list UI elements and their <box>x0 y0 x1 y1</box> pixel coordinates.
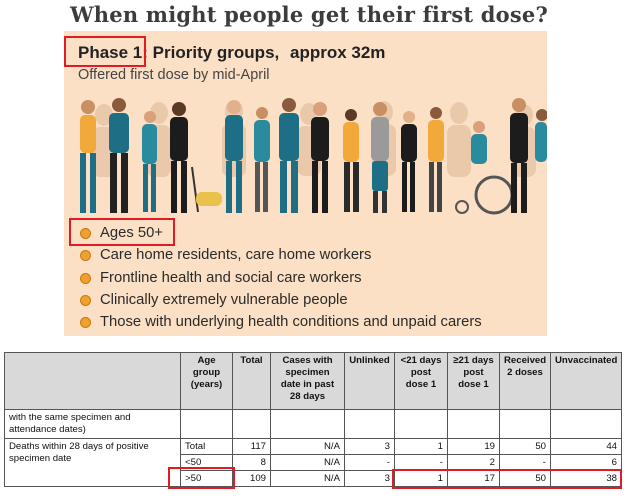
table-row: >50 109 N/A 3 1 17 50 38 <box>5 470 622 487</box>
infographic-panel: Phase 1: Priority groups, approx 32m Off… <box>64 31 547 336</box>
person-12 <box>428 107 444 212</box>
person-9 <box>343 109 359 212</box>
header-21-days-plus: ≥21 days post dose 1 <box>447 352 500 410</box>
continued-label: with the same specimen and attendance da… <box>4 409 181 439</box>
person-4 <box>170 102 222 213</box>
person-7 <box>279 98 299 213</box>
highlight-over-50-row-values <box>392 469 622 489</box>
phase-title: Priority groups, <box>152 43 280 62</box>
table-row: Deaths within 28 days of positive specim… <box>4 438 622 487</box>
header-total: Total <box>232 352 271 410</box>
person-3 <box>142 111 157 212</box>
highlight-ages-50 <box>69 218 175 246</box>
header-unvaccinated: Unvaccinated <box>550 352 622 410</box>
person-1 <box>80 100 96 213</box>
deaths-table: Age group (years) Total Cases with speci… <box>4 352 622 487</box>
bullet-dot <box>80 272 91 284</box>
highlight-over-50-row-label <box>168 467 235 489</box>
phase-subtitle: Offered first dose by mid-April <box>78 67 270 83</box>
person-11 <box>401 111 417 212</box>
header-under-21-days: <21 days post dose 1 <box>394 352 448 410</box>
list-item: Care home residents, care home workers <box>78 244 482 266</box>
phase-label: Phase 1: <box>78 43 148 62</box>
person-8 <box>311 102 329 213</box>
bullet-dot <box>80 317 91 329</box>
header-unlinked: Unlinked <box>344 352 395 410</box>
bullet-dot <box>80 250 91 262</box>
header-blank <box>4 352 181 410</box>
highlight-phase-label <box>64 36 146 67</box>
header-received-2-doses: Received 2 doses <box>499 352 551 410</box>
deaths-label: Deaths within 28 days of positive specim… <box>4 438 181 487</box>
page-title: When might people get their first dose? <box>70 2 548 27</box>
list-item: Frontline health and social care workers <box>78 267 482 289</box>
person-6 <box>254 107 270 212</box>
table-row: <50 8 N/A - - 2 - 6 <box>5 454 622 471</box>
header-age-group: Age group (years) <box>180 352 233 410</box>
person-5 <box>225 100 243 213</box>
person-10 <box>371 102 389 213</box>
table-header-row: Age group (years) Total Cases with speci… <box>4 352 622 410</box>
list-item: Those with underlying health conditions … <box>78 311 482 333</box>
bullet-dot <box>80 294 91 306</box>
bullet-dot <box>80 228 91 239</box>
person-2 <box>109 98 129 213</box>
phase-approx: approx 32m <box>289 43 386 62</box>
person-14 <box>535 109 547 162</box>
phase-heading: Phase 1: Priority groups, approx 32m <box>78 43 385 63</box>
queue-illustration <box>80 98 547 215</box>
priority-groups-list: Ages 50+ Care home residents, care home … <box>78 222 482 333</box>
list-item: Ages 50+ <box>78 222 482 244</box>
person-13 <box>510 98 528 213</box>
list-item: Clinically extremely vulnerable people <box>78 289 482 311</box>
header-cases-past-28-days: Cases with specimen date in past 28 days <box>270 352 345 410</box>
table-row: with the same specimen and attendance da… <box>4 409 622 439</box>
